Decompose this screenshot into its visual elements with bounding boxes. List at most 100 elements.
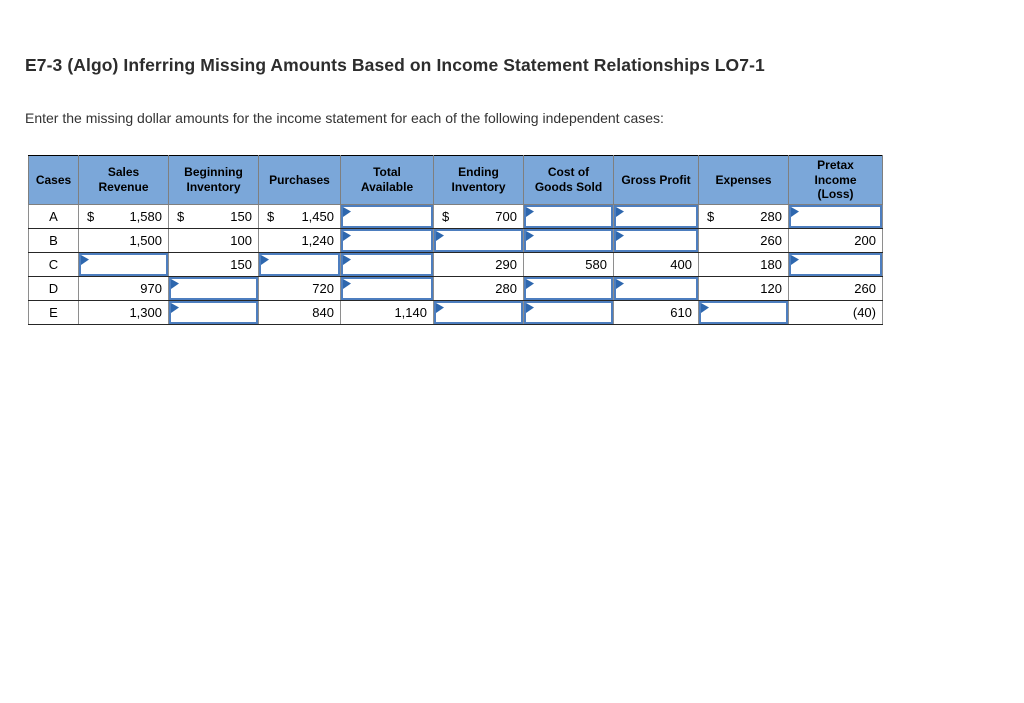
cell-C-pretax-income-loss bbox=[788, 251, 883, 277]
cell-E-total-available: 1,140 bbox=[340, 299, 434, 325]
cell-value: 1,450 bbox=[301, 208, 334, 224]
dollar-sign: $ bbox=[87, 208, 95, 224]
cell-value: 260 bbox=[760, 232, 782, 248]
cell-E-case-label: E bbox=[28, 299, 79, 325]
column-header-total-available: Total Available bbox=[340, 155, 434, 205]
input-D-cost-of-goods-sold[interactable] bbox=[524, 276, 613, 300]
column-header-cost-of-goods-sold: Cost of Goods Sold bbox=[523, 155, 614, 205]
input-B-cost-of-goods-sold[interactable] bbox=[524, 228, 613, 252]
cell-value: 1,140 bbox=[394, 304, 427, 320]
cell-E-expenses bbox=[698, 299, 789, 325]
table-row-case-C: C 150 290 580 400 180 bbox=[28, 251, 883, 277]
input-flag-icon bbox=[616, 230, 624, 241]
input-C-total-available[interactable] bbox=[341, 252, 433, 276]
column-header-pretax-income-loss: Pretax Income (Loss) bbox=[788, 155, 883, 205]
cell-value: 1,240 bbox=[301, 232, 334, 248]
cell-B-pretax-income-loss: 200 bbox=[788, 227, 883, 253]
table-row-case-B: B 1,500 100 1,240 260 200 bbox=[28, 227, 883, 253]
input-flag-icon bbox=[81, 254, 89, 265]
input-B-gross-profit[interactable] bbox=[614, 228, 698, 252]
input-E-ending-inventory[interactable] bbox=[434, 300, 523, 324]
cell-value: 610 bbox=[670, 304, 692, 320]
cell-D-pretax-income-loss: 260 bbox=[788, 275, 883, 301]
cell-value: 280 bbox=[760, 208, 782, 224]
cell-C-beginning-inventory: 150 bbox=[168, 251, 259, 277]
cell-B-beginning-inventory: 100 bbox=[168, 227, 259, 253]
cell-B-sales-revenue: 1,500 bbox=[78, 227, 169, 253]
cell-value: 1,500 bbox=[129, 232, 162, 248]
cell-E-gross-profit: 610 bbox=[613, 299, 699, 325]
income-statement-table: Cases Sales Revenue Beginning Inventory Pur… bbox=[28, 155, 883, 325]
column-header-cases: Cases bbox=[28, 155, 79, 205]
cell-C-expenses: 180 bbox=[698, 251, 789, 277]
input-flag-icon bbox=[526, 302, 534, 313]
input-flag-icon bbox=[171, 278, 179, 289]
cell-value: 260 bbox=[854, 280, 876, 296]
column-header-ending-inventory: Ending Inventory bbox=[433, 155, 524, 205]
cell-C-total-available bbox=[340, 251, 434, 277]
cell-D-gross-profit bbox=[613, 275, 699, 301]
dollar-sign: $ bbox=[177, 208, 185, 224]
input-flag-icon bbox=[701, 302, 709, 313]
input-A-total-available[interactable] bbox=[341, 204, 433, 228]
cell-A-cost-of-goods-sold bbox=[523, 203, 614, 229]
cell-value: 400 bbox=[670, 256, 692, 272]
input-flag-icon bbox=[343, 230, 351, 241]
cell-B-gross-profit bbox=[613, 227, 699, 253]
cell-C-cost-of-goods-sold: 580 bbox=[523, 251, 614, 277]
cell-A-sales-revenue: $1,580 bbox=[78, 203, 169, 229]
cell-B-total-available bbox=[340, 227, 434, 253]
cell-D-purchases: 720 bbox=[258, 275, 341, 301]
input-A-gross-profit[interactable] bbox=[614, 204, 698, 228]
cell-value: 720 bbox=[312, 280, 334, 296]
cell-D-cost-of-goods-sold bbox=[523, 275, 614, 301]
cell-B-expenses: 260 bbox=[698, 227, 789, 253]
input-C-sales-revenue[interactable] bbox=[79, 252, 168, 276]
input-D-gross-profit[interactable] bbox=[614, 276, 698, 300]
input-flag-icon bbox=[343, 278, 351, 289]
input-E-beginning-inventory[interactable] bbox=[169, 300, 258, 324]
instruction-text: Enter the missing dollar amounts for the… bbox=[25, 110, 664, 126]
table-row-case-E: E 1,300 840 1,140 610 (40) bbox=[28, 299, 883, 325]
input-C-purchases[interactable] bbox=[259, 252, 340, 276]
cell-D-total-available bbox=[340, 275, 434, 301]
cell-B-cost-of-goods-sold bbox=[523, 227, 614, 253]
cell-value: 280 bbox=[495, 280, 517, 296]
column-header-sales-revenue: Sales Revenue bbox=[78, 155, 169, 205]
cell-E-pretax-income-loss: (40) bbox=[788, 299, 883, 325]
column-header-beginning-inventory: Beginning Inventory bbox=[168, 155, 259, 205]
input-C-pretax-income-loss[interactable] bbox=[789, 252, 882, 276]
cell-E-ending-inventory bbox=[433, 299, 524, 325]
input-flag-icon bbox=[436, 302, 444, 313]
cell-A-purchases: $1,450 bbox=[258, 203, 341, 229]
dollar-sign: $ bbox=[442, 208, 450, 224]
dollar-sign: $ bbox=[707, 208, 715, 224]
input-E-expenses[interactable] bbox=[699, 300, 788, 324]
cell-D-case-label: D bbox=[28, 275, 79, 301]
cell-value: 700 bbox=[495, 208, 517, 224]
cell-B-purchases: 1,240 bbox=[258, 227, 341, 253]
input-flag-icon bbox=[343, 254, 351, 265]
cell-value: 200 bbox=[854, 232, 876, 248]
cell-D-expenses: 120 bbox=[698, 275, 789, 301]
input-D-beginning-inventory[interactable] bbox=[169, 276, 258, 300]
input-B-total-available[interactable] bbox=[341, 228, 433, 252]
input-B-ending-inventory[interactable] bbox=[434, 228, 523, 252]
input-flag-icon bbox=[261, 254, 269, 265]
cell-value: 580 bbox=[585, 256, 607, 272]
cell-E-beginning-inventory bbox=[168, 299, 259, 325]
column-header-purchases: Purchases bbox=[258, 155, 341, 205]
table-row-case-D: D 970 720 280 120 260 bbox=[28, 275, 883, 301]
cell-value: 1,300 bbox=[129, 304, 162, 320]
input-E-cost-of-goods-sold[interactable] bbox=[524, 300, 613, 324]
input-A-cost-of-goods-sold[interactable] bbox=[524, 204, 613, 228]
cell-D-ending-inventory: 280 bbox=[433, 275, 524, 301]
input-A-pretax-income-loss[interactable] bbox=[789, 204, 882, 228]
cell-C-purchases bbox=[258, 251, 341, 277]
input-flag-icon bbox=[526, 278, 534, 289]
input-D-total-available[interactable] bbox=[341, 276, 433, 300]
cell-A-gross-profit bbox=[613, 203, 699, 229]
cell-value: 150 bbox=[230, 208, 252, 224]
cell-value: 1,580 bbox=[129, 208, 162, 224]
